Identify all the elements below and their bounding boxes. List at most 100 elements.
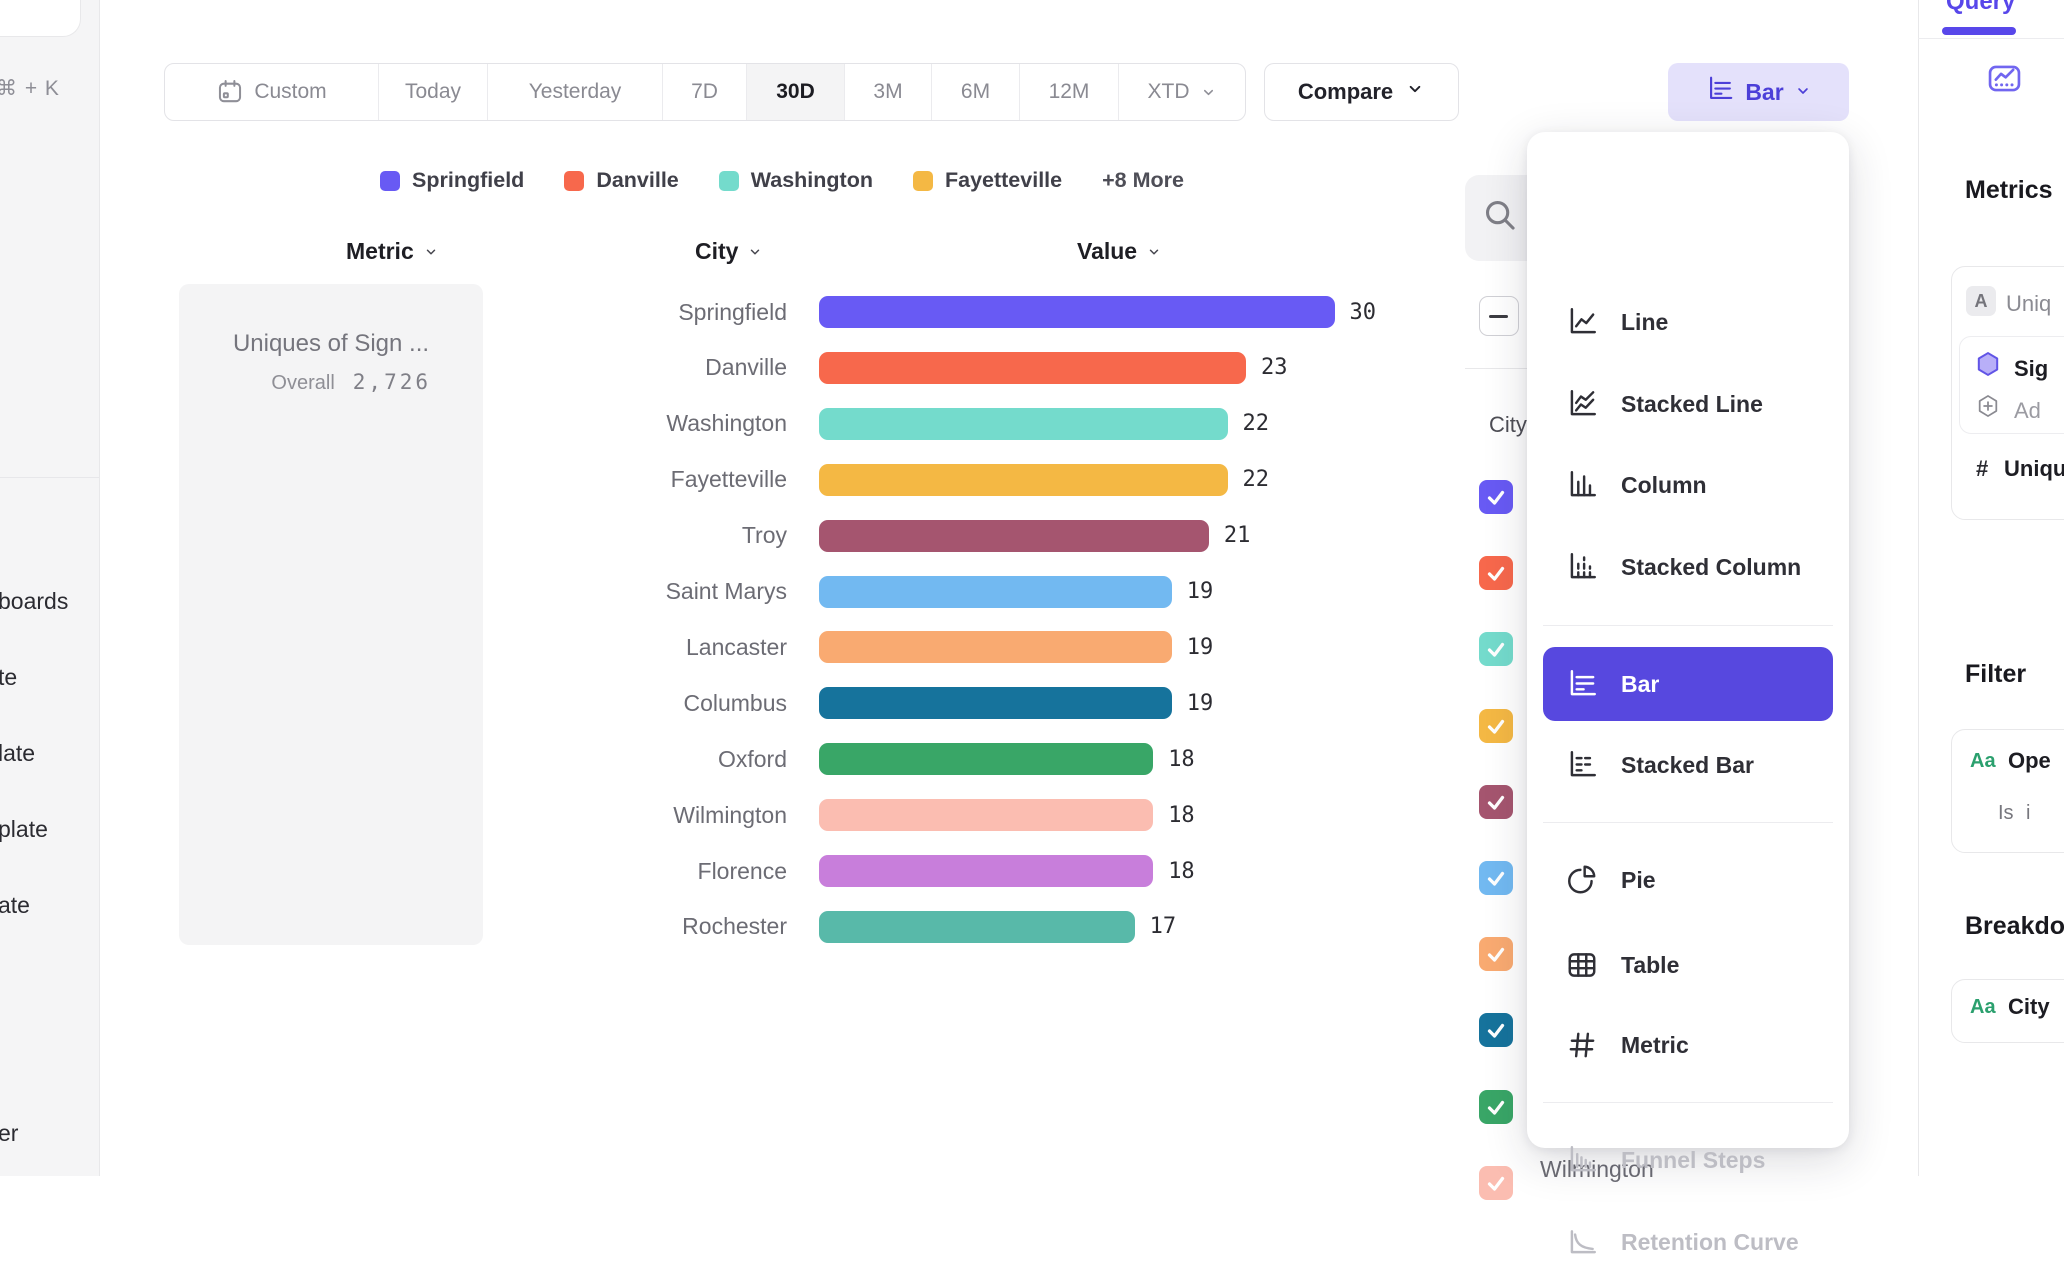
query-tab-underline bbox=[1942, 27, 2016, 35]
check-icon bbox=[1485, 715, 1507, 737]
bar-wilmington[interactable] bbox=[819, 799, 1154, 832]
chevron-down-icon bbox=[747, 244, 763, 260]
bar-columbus[interactable] bbox=[819, 687, 1172, 720]
menu-divider bbox=[1543, 822, 1833, 823]
date-range-30d[interactable]: 30D bbox=[747, 64, 845, 120]
bar-value-label: 19 bbox=[1186, 579, 1214, 604]
legend-item-washington[interactable]: Washington bbox=[718, 168, 873, 193]
legend-swatch bbox=[380, 170, 401, 191]
column-header-metric[interactable]: Metric bbox=[346, 238, 439, 265]
search-icon bbox=[1481, 196, 1519, 234]
city-checkbox-troy[interactable] bbox=[1479, 784, 1513, 819]
legend-item-danville[interactable]: Danville bbox=[564, 168, 679, 193]
add-event-label[interactable]: Ad bbox=[2014, 398, 2041, 423]
metric-row-label[interactable]: Uniq bbox=[2006, 291, 2052, 316]
sidebar-item-late[interactable]: late bbox=[0, 740, 36, 766]
chart-type-button[interactable]: Bar bbox=[1668, 63, 1849, 121]
breakdown-heading: Breakdown bbox=[1965, 912, 2064, 940]
date-range-control: Custom Today Yesterday 7D 30D 3M 6M 12M XTD bbox=[164, 63, 1246, 121]
city-checkbox-washington[interactable] bbox=[1479, 632, 1513, 667]
bar-row-troy: Troy 21 bbox=[99, 508, 1519, 564]
metric-card[interactable]: Uniques of Sign ... Overall 2,726 bbox=[179, 284, 483, 945]
column-header-value[interactable]: Value bbox=[1077, 238, 1162, 265]
bar-danville[interactable] bbox=[819, 351, 1246, 384]
legend-more[interactable]: +8 More bbox=[1102, 168, 1184, 192]
date-range-xtd[interactable]: XTD bbox=[1119, 64, 1245, 120]
menu-item-bar[interactable]: Bar bbox=[1543, 647, 1833, 721]
formula-label[interactable]: Uniqu bbox=[2004, 456, 2064, 481]
bar-fayetteville[interactable] bbox=[819, 463, 1228, 496]
bar-rochester[interactable] bbox=[819, 910, 1135, 943]
bar-washington[interactable] bbox=[819, 407, 1228, 440]
overall-label: Overall bbox=[271, 372, 335, 394]
bar-saint-marys[interactable] bbox=[819, 575, 1172, 608]
sidebar-item-boards[interactable]: boards bbox=[0, 588, 69, 614]
bar-category-label: Florence bbox=[697, 857, 787, 884]
date-range-6m[interactable]: 6M bbox=[932, 64, 1020, 120]
filter-value[interactable]: i bbox=[2026, 802, 2031, 824]
city-checkbox-springfield[interactable] bbox=[1479, 480, 1513, 514]
bar-springfield[interactable] bbox=[819, 296, 1335, 328]
menu-item-stacked-bar[interactable]: Stacked Bar bbox=[1527, 724, 1849, 806]
add-event-icon[interactable] bbox=[1974, 392, 2002, 425]
city-checkbox-oxford[interactable] bbox=[1479, 1089, 1513, 1124]
select-all-checkbox-indeterminate[interactable] bbox=[1479, 296, 1519, 336]
sidebar-item-te[interactable]: te bbox=[0, 664, 18, 690]
date-range-3m[interactable]: 3M bbox=[845, 64, 932, 120]
date-range-7d[interactable]: 7D bbox=[663, 64, 747, 120]
menu-item-column[interactable]: Column bbox=[1527, 444, 1849, 526]
date-range-12m[interactable]: 12M bbox=[1020, 64, 1119, 120]
bar-oxford[interactable] bbox=[819, 743, 1154, 776]
breakdown-label[interactable]: City bbox=[2008, 994, 2050, 1019]
date-range-custom[interactable]: Custom bbox=[165, 64, 379, 120]
event-hexagon-icon bbox=[1974, 350, 2002, 383]
city-checkbox-fayetteville[interactable] bbox=[1479, 708, 1513, 743]
bar-florence[interactable] bbox=[819, 855, 1154, 887]
menu-item-pie[interactable]: Pie bbox=[1527, 839, 1849, 921]
legend-item-springfield[interactable]: Springfield bbox=[380, 168, 524, 193]
chart-panel-icon[interactable] bbox=[1986, 60, 2023, 97]
bar-lancaster[interactable] bbox=[819, 631, 1172, 664]
bar-row-rochester: Rochester 17 bbox=[99, 899, 1519, 955]
bar-icon bbox=[1565, 667, 1599, 701]
bar-value-label: 23 bbox=[1261, 355, 1288, 381]
menu-item-line[interactable]: Line bbox=[1527, 281, 1849, 363]
city-checkbox-wilmington[interactable] bbox=[1479, 1165, 1513, 1200]
bar-row-springfield: Springfield 30 bbox=[99, 284, 1519, 340]
city-header-label: City bbox=[695, 238, 739, 264]
compare-button[interactable]: Compare bbox=[1264, 63, 1459, 121]
filter-label[interactable]: Ope bbox=[2008, 748, 2051, 773]
event-label[interactable]: Sig bbox=[2014, 356, 2049, 381]
date-range-yesterday[interactable]: Yesterday bbox=[488, 64, 663, 120]
check-icon bbox=[1485, 791, 1507, 813]
tab-query[interactable]: Query bbox=[1946, 0, 2016, 15]
bar-value-label: 19 bbox=[1186, 634, 1214, 660]
menu-item-metric[interactable]: Metric bbox=[1527, 1004, 1849, 1086]
stackedcolumn-icon bbox=[1565, 550, 1599, 584]
chart-type-menu: Line Stacked Line Column Stacked Column Bar S… bbox=[1527, 132, 1849, 1255]
date-range-today[interactable]: Today bbox=[379, 64, 488, 120]
check-icon bbox=[1485, 1096, 1507, 1118]
bar-category-label: Troy bbox=[741, 522, 787, 549]
city-checkbox-danville[interactable] bbox=[1479, 556, 1513, 591]
menu-item-retention-curve: Retention Curve bbox=[1527, 1201, 1849, 1283]
menu-item-stacked-line[interactable]: Stacked Line bbox=[1527, 363, 1849, 445]
sidebar-item-ate[interactable]: ate bbox=[0, 892, 30, 918]
funnel-icon bbox=[1565, 1143, 1599, 1177]
sidebar-item-er[interactable]: er bbox=[0, 1120, 19, 1146]
menu-item-table[interactable]: Table bbox=[1527, 924, 1849, 1006]
column-header-city[interactable]: City bbox=[695, 238, 763, 265]
metric-header-label: Metric bbox=[346, 238, 414, 264]
sidebar-top-card[interactable] bbox=[0, 0, 81, 37]
bar-value-label: 22 bbox=[1242, 411, 1270, 437]
menu-item-stacked-column[interactable]: Stacked Column bbox=[1527, 526, 1849, 608]
chart-type-label: Bar bbox=[1745, 78, 1784, 105]
bar-troy[interactable] bbox=[819, 519, 1209, 552]
city-checkbox-saint-marys[interactable] bbox=[1479, 861, 1513, 895]
sidebar-item-plate[interactable]: plate bbox=[0, 816, 48, 842]
city-checkbox-columbus[interactable] bbox=[1479, 1013, 1513, 1048]
legend-item-fayetteville[interactable]: Fayetteville bbox=[912, 168, 1062, 193]
filter-operator[interactable]: Is bbox=[1998, 802, 2014, 824]
bar-category-label: Oxford bbox=[717, 745, 787, 772]
city-checkbox-lancaster[interactable] bbox=[1479, 937, 1513, 972]
